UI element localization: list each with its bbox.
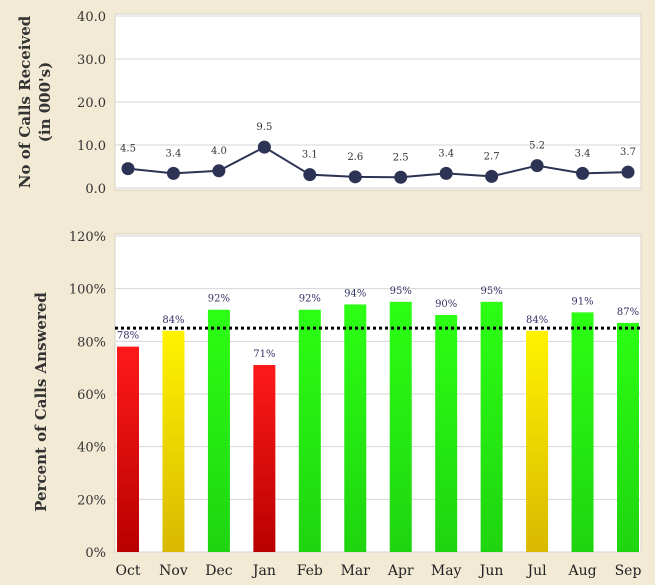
calls-received-y-title-line1: No of Calls Received (16, 15, 34, 188)
calls-received-data-label: 4.5 (120, 144, 136, 155)
calls-received-y-tick-label: 0.0 (85, 182, 106, 197)
month-label: May (431, 563, 462, 579)
month-label: Jul (526, 563, 548, 579)
calls-answered-data-label: 91% (571, 296, 593, 307)
calls-received-y-subtitle: (in 000's) (36, 62, 54, 142)
calls-received-data-label: 2.7 (484, 151, 500, 162)
calls-answered-data-label: 94% (344, 288, 366, 299)
calls-answered-bars (117, 301, 639, 552)
calls-answered-y-tick-label: 100% (69, 283, 106, 298)
calls-received-point (303, 168, 317, 182)
calls-received-y-tick-label: 10.0 (77, 139, 106, 154)
calls-answered-bar (162, 330, 185, 552)
calls-answered-y-tick-label: 0% (85, 546, 106, 561)
calls-received-data-label: 3.4 (575, 148, 591, 159)
calls-received-data-label: 3.4 (438, 148, 454, 159)
calls-received-point (166, 166, 180, 180)
calls-answered-y-tick-label: 20% (77, 493, 106, 508)
calls-received-line (127, 146, 629, 179)
month-label: Jun (478, 563, 504, 579)
month-label: Nov (159, 563, 188, 579)
calls-received-data-label: 2.5 (393, 152, 409, 163)
calls-received-series: 4.5 3.4 4.0 9.5 3.1 2.6 2.5 3.4 2.7 5.2 3.4 3.7 (120, 122, 636, 184)
calls-answered-y-tick-label: 40% (77, 441, 106, 456)
calls-received-data-label: 9.5 (256, 122, 272, 133)
month-label: Aug (567, 563, 596, 579)
calls-received-point (530, 159, 544, 173)
month-label: Sep (615, 563, 642, 579)
calls-answered-y-ticks: 0% 20% 40% 60% 80% 100% 120% (69, 230, 106, 561)
calls-received-point (121, 162, 135, 176)
calls-answered-data-label: 84% (162, 315, 184, 326)
calls-answered-y-tick-label: 120% (69, 230, 106, 245)
calls-received-data-label: 2.6 (347, 152, 363, 163)
calls-answered-chart: Percent of Calls Answered 0% 20% 40% 60% 80%… (32, 230, 642, 579)
calls-answered-bar (435, 315, 458, 552)
month-labels: Oct Nov Dec Jan Feb Mar Apr May Jun Jul Aug Sep (116, 563, 642, 579)
calls-answered-data-label: 92% (208, 294, 230, 305)
calls-received-y-tick-label: 20.0 (77, 96, 106, 111)
calls-received-point (394, 170, 408, 184)
calls-answered-bar (117, 346, 139, 552)
month-label: Feb (297, 563, 323, 579)
calls-received-data-label: 3.4 (166, 148, 182, 159)
calls-received-y-ticks: 0.0 10.0 20.0 30.0 40.0 (77, 10, 106, 197)
calls-answered-data-label: 92% (299, 294, 321, 305)
month-label: Mar (341, 563, 371, 579)
calls-answered-data-label: 95% (481, 286, 503, 297)
calls-received-data-label: 3.7 (620, 147, 636, 158)
calls-received-y-tick-label: 40.0 (77, 10, 106, 25)
calls-answered-bar (298, 309, 321, 552)
calls-received-point (576, 166, 590, 180)
calls-received-data-label: 5.2 (529, 141, 545, 152)
calls-answered-plot-area (114, 233, 642, 553)
calls-answered-y-tick-label: 80% (77, 335, 106, 350)
calls-answered-bar (480, 301, 503, 552)
calls-answered-y-title: Percent of Calls Answered (32, 292, 50, 512)
month-label: Dec (205, 563, 233, 579)
calls-received-point (439, 166, 453, 180)
calls-answered-data-label: 95% (390, 286, 412, 297)
calls-received-point (348, 170, 362, 184)
calls-received-data-label: 3.1 (302, 150, 318, 161)
calls-answered-data-label: 71% (253, 349, 275, 360)
calls-answered-bar (207, 309, 230, 552)
calls-answered-data-label: 84% (526, 315, 548, 326)
calls-answered-bar (344, 304, 367, 552)
calls-answered-grid (115, 235, 641, 553)
calls-received-point (257, 140, 271, 154)
calls-answered-bar (617, 322, 639, 552)
calls-received-y-title: No of Calls Received (16, 15, 34, 188)
month-label: Oct (116, 563, 141, 579)
calls-answered-data-label: 87% (617, 307, 639, 318)
calls-received-y-tick-label: 30.0 (77, 53, 106, 68)
calls-answered-bar (526, 330, 549, 552)
calls-answered-data-label: 78% (117, 331, 139, 342)
calls-answered-data-labels: 78% 84% 92% 71% 92% 94% 95% 90% 95% 84% 91% 87% (117, 286, 639, 360)
calls-received-point (212, 164, 226, 178)
calls-answered-y-tick-label: 60% (77, 388, 106, 403)
calls-received-point (621, 165, 635, 179)
calls-answered-bar (389, 301, 412, 552)
calls-answered-bar (253, 365, 276, 552)
calls-received-point (485, 169, 499, 183)
calls-received-grid (115, 15, 641, 189)
calls-answered-data-label: 90% (435, 299, 457, 310)
calls-received-data-label: 4.0 (211, 146, 227, 157)
month-label: Jan (251, 563, 276, 579)
month-label: Apr (387, 563, 414, 579)
calls-received-chart: No of Calls Received (in 000's) 0.0 10.0 2… (16, 10, 642, 197)
calls-answered-bar (571, 312, 594, 552)
